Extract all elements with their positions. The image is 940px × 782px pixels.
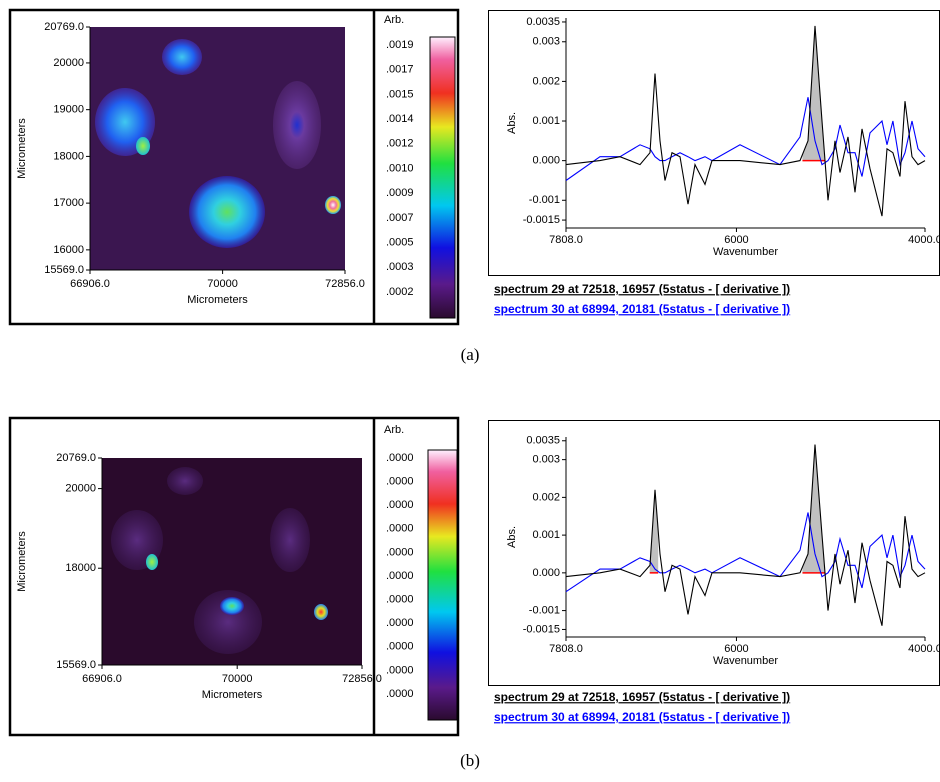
colorbar-label: .0000 bbox=[386, 570, 414, 582]
spectrum-line bbox=[565, 444, 926, 626]
colorbar-label: .0005 bbox=[386, 237, 414, 249]
colorbar-title: Arb. bbox=[384, 424, 404, 436]
colorbar-label: .0003 bbox=[386, 261, 414, 273]
y-tick-label: 15569.0 bbox=[56, 659, 96, 671]
colorbar-label: .0000 bbox=[386, 617, 414, 629]
y-tick-label: 20769.0 bbox=[44, 21, 84, 33]
colorbar-label: .0002 bbox=[386, 286, 414, 298]
x-axis-label: Micrometers bbox=[202, 689, 263, 701]
y-tick-label: 16000 bbox=[53, 244, 84, 256]
y-tick-label: 0.001 bbox=[532, 529, 560, 541]
colorbar-label: .0010 bbox=[386, 162, 414, 174]
x-tick-label: 72856.0 bbox=[342, 673, 382, 685]
colorbar-label: .0000 bbox=[386, 664, 414, 676]
y-tick-label: 0.002 bbox=[532, 491, 560, 503]
y-tick-label: 0.0035 bbox=[526, 16, 560, 28]
shaded-peak bbox=[802, 444, 826, 575]
colorbar-label: .0017 bbox=[386, 64, 414, 76]
y-axis-label: Micrometers bbox=[16, 118, 28, 179]
map-image bbox=[111, 467, 328, 654]
colorbar-label: .0000 bbox=[386, 688, 414, 700]
x-tick-label: 4000.0 bbox=[908, 234, 940, 246]
legend-link[interactable]: spectrum 29 at 72518, 16957 (5status - [… bbox=[494, 690, 790, 704]
x-tick-label: 6000 bbox=[724, 234, 748, 246]
colorbar-label: .0000 bbox=[386, 523, 414, 535]
legend-link[interactable]: spectrum 30 at 68994, 20181 (5status - [… bbox=[494, 710, 790, 724]
colorbar-label: .0000 bbox=[386, 476, 414, 488]
x-tick-label: 6000 bbox=[724, 643, 748, 655]
x-axis-label: Wavenumber bbox=[713, 655, 778, 667]
x-tick-label: 66906.0 bbox=[70, 278, 110, 290]
x-tick-label: 70000 bbox=[222, 673, 253, 685]
y-tick-label: -0.001 bbox=[529, 194, 560, 206]
shaded-peak bbox=[802, 25, 826, 162]
y-axis-label: Abs. bbox=[506, 112, 518, 134]
y-tick-label: 17000 bbox=[53, 197, 84, 209]
y-axis-label: Abs. bbox=[506, 526, 518, 548]
y-tick-label: 0.000 bbox=[532, 155, 560, 167]
y-tick-label: 0.002 bbox=[532, 75, 560, 87]
map-frame bbox=[8, 8, 460, 326]
map-frame bbox=[8, 416, 460, 737]
spectrum-line bbox=[565, 25, 926, 217]
y-tick-label: 0.0035 bbox=[526, 435, 560, 447]
x-tick-label: 70000 bbox=[207, 278, 238, 290]
legend-link[interactable]: spectrum 29 at 72518, 16957 (5status - [… bbox=[494, 282, 790, 296]
y-axis-label: Micrometers bbox=[16, 531, 28, 592]
x-tick-label: 7808.0 bbox=[549, 234, 583, 246]
colorbar-title: Arb. bbox=[384, 14, 404, 26]
colorbar-label: .0000 bbox=[386, 452, 414, 464]
colorbar-label: .0000 bbox=[386, 641, 414, 653]
y-tick-label: 0.001 bbox=[532, 115, 560, 127]
y-tick-label: 15569.0 bbox=[44, 264, 84, 276]
colorbar bbox=[427, 449, 458, 721]
colorbar-label: .0012 bbox=[386, 138, 414, 150]
caption: (a) bbox=[461, 345, 480, 364]
colorbar-label: .0000 bbox=[386, 594, 414, 606]
y-tick-label: 20000 bbox=[65, 483, 96, 495]
colorbar-label: .0015 bbox=[386, 88, 414, 100]
y-tick-label: 0.003 bbox=[532, 454, 560, 466]
y-tick-label: 0.003 bbox=[532, 36, 560, 48]
y-tick-label: 19000 bbox=[53, 104, 84, 116]
x-axis-label: Micrometers bbox=[187, 294, 248, 306]
map-image bbox=[95, 39, 341, 248]
colorbar-label: .0000 bbox=[386, 546, 414, 558]
y-tick-label: -0.0015 bbox=[523, 623, 560, 635]
y-tick-label: 20769.0 bbox=[56, 452, 96, 464]
spectrum-line bbox=[565, 512, 926, 593]
y-tick-label: 0.000 bbox=[532, 567, 560, 579]
y-tick-label: 20000 bbox=[53, 57, 84, 69]
colorbar-label: .0000 bbox=[386, 499, 414, 511]
caption: (b) bbox=[460, 751, 480, 770]
colorbar-label: .0019 bbox=[386, 39, 414, 51]
x-tick-label: 72856.0 bbox=[325, 278, 365, 290]
y-tick-label: -0.0015 bbox=[523, 214, 560, 226]
y-tick-label: 18000 bbox=[53, 150, 84, 162]
colorbar bbox=[429, 36, 456, 319]
colorbar-label: .0007 bbox=[386, 212, 414, 224]
y-tick-label: 18000 bbox=[65, 562, 96, 574]
x-tick-label: 4000.0 bbox=[908, 643, 940, 655]
x-tick-label: 7808.0 bbox=[549, 643, 583, 655]
spectrum-line bbox=[565, 97, 926, 181]
colorbar-label: .0009 bbox=[386, 187, 414, 199]
x-axis-label: Wavenumber bbox=[713, 246, 778, 258]
y-tick-label: -0.001 bbox=[529, 604, 560, 616]
colorbar-label: .0014 bbox=[386, 113, 414, 125]
legend-link[interactable]: spectrum 30 at 68994, 20181 (5status - [… bbox=[494, 302, 790, 316]
x-tick-label: 66906.0 bbox=[82, 673, 122, 685]
